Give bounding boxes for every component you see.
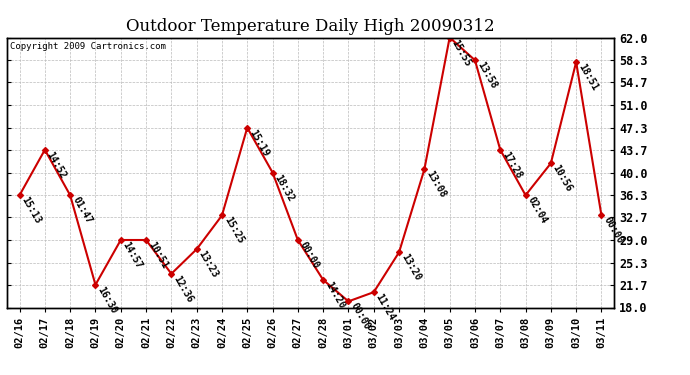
Text: 00:00: 00:00 — [348, 302, 372, 332]
Text: 14:52: 14:52 — [45, 150, 68, 180]
Text: 15:25: 15:25 — [222, 216, 246, 246]
Text: 13:23: 13:23 — [197, 249, 220, 280]
Text: 14:57: 14:57 — [121, 240, 144, 270]
Text: 02:04: 02:04 — [526, 195, 549, 226]
Text: 14:20: 14:20 — [323, 280, 346, 310]
Text: 15:13: 15:13 — [19, 195, 43, 226]
Text: 15:19: 15:19 — [247, 128, 270, 158]
Text: 11:24: 11:24 — [374, 292, 397, 322]
Text: 15:55: 15:55 — [450, 38, 473, 68]
Title: Outdoor Temperature Daily High 20090312: Outdoor Temperature Daily High 20090312 — [126, 18, 495, 34]
Text: 13:20: 13:20 — [399, 252, 422, 283]
Text: 18:51: 18:51 — [576, 62, 600, 93]
Text: Copyright 2009 Cartronics.com: Copyright 2009 Cartronics.com — [10, 42, 166, 51]
Text: 13:08: 13:08 — [424, 170, 448, 200]
Text: 17:28: 17:28 — [500, 150, 524, 180]
Text: 01:47: 01:47 — [70, 195, 94, 226]
Text: 18:32: 18:32 — [273, 172, 296, 203]
Text: 10:56: 10:56 — [551, 163, 574, 194]
Text: 00:00: 00:00 — [298, 240, 322, 270]
Text: 10:51: 10:51 — [146, 240, 170, 270]
Text: 16:30: 16:30 — [95, 285, 119, 315]
Text: 13:58: 13:58 — [475, 60, 498, 91]
Text: 12:36: 12:36 — [171, 274, 195, 304]
Text: 00:00: 00:00 — [602, 216, 625, 246]
